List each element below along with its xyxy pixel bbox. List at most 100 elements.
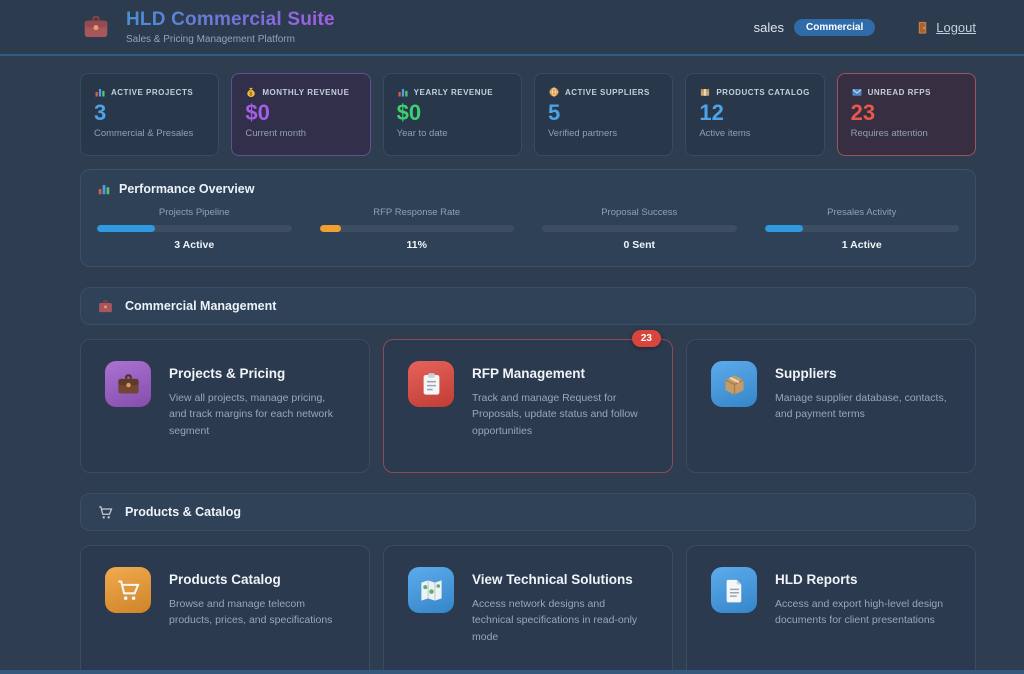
progress-track <box>97 225 292 232</box>
bar-chart-icon <box>97 182 111 196</box>
cart-icon <box>105 567 151 613</box>
package-icon <box>699 86 711 98</box>
rfp-count-badge: 23 <box>631 330 661 347</box>
door-icon <box>915 20 930 35</box>
metric-rfp-response-rate: RFP Response Rate 11% <box>319 207 514 251</box>
metric-label: Proposal Success <box>601 207 678 218</box>
stat-sub: Current month <box>245 128 307 140</box>
card-desc: Browse and manage telecom products, pric… <box>169 598 333 627</box>
card-title: Projects & Pricing <box>169 366 286 381</box>
stat-value: $0 <box>245 100 270 125</box>
card-desc: Manage supplier database, contacts, and … <box>775 392 947 421</box>
metric-presales-activity: Presales Activity 1 Active <box>764 207 959 251</box>
bottom-accent-strip <box>0 670 1024 674</box>
card-hld-reports[interactable]: HLD Reports Access and export high-level… <box>686 545 976 674</box>
logout-label: Logout <box>936 19 976 35</box>
metric-value: 0 Sent <box>623 239 655 251</box>
bar-chart-icon <box>397 86 409 98</box>
metric-value: 1 Active <box>841 239 882 251</box>
stat-value: 23 <box>850 100 876 125</box>
document-icon <box>711 567 757 613</box>
stat-label: ACTIVE PROJECTS <box>111 87 194 97</box>
card-desc: Track and manage Request for Proposals, … <box>472 392 638 437</box>
metric-projects-pipeline: Projects Pipeline 3 Active <box>97 207 292 251</box>
briefcase-icon <box>97 298 114 315</box>
stat-yearly-revenue[interactable]: YEARLY REVENUE $0 Year to date <box>382 73 522 156</box>
stat-sub: Requires attention <box>850 128 928 140</box>
card-title: Suppliers <box>775 366 837 381</box>
stat-products-catalog[interactable]: PRODUCTS CATALOG 12 Active items <box>685 73 825 156</box>
card-suppliers[interactable]: Suppliers Manage supplier database, cont… <box>686 339 976 473</box>
stat-label: PRODUCTS CATALOG <box>716 87 810 97</box>
section-commercial-management: Commercial Management <box>80 287 976 325</box>
card-projects-pricing[interactable]: Projects & Pricing View all projects, ma… <box>80 339 370 473</box>
card-title: HLD Reports <box>775 572 858 587</box>
stat-active-suppliers[interactable]: ACTIVE SUPPLIERS 5 Verified partners <box>533 73 674 156</box>
card-title: Products Catalog <box>169 572 281 587</box>
card-desc: Access and export high-level design docu… <box>775 598 944 627</box>
stat-sub: Verified partners <box>547 128 618 140</box>
card-products-catalog[interactable]: Products Catalog Browse and manage telec… <box>80 545 370 674</box>
user-area: sales Commercial Logout <box>753 18 976 36</box>
progress-track <box>764 225 959 232</box>
stat-monthly-revenue[interactable]: $ MONTHLY REVENUE $0 Current month <box>231 73 371 156</box>
card-rfp-management[interactable]: 23 RFP Management Track and manage Reque… <box>383 330 673 473</box>
briefcase-icon <box>105 361 151 407</box>
metric-label: Projects Pipeline <box>158 207 230 218</box>
stats-row: ACTIVE PROJECTS 3 Commercial & Presales … <box>80 73 976 156</box>
stat-value: 12 <box>699 100 724 125</box>
metric-value: 11% <box>406 239 427 251</box>
progress-fill <box>764 225 804 232</box>
card-view-technical-solutions[interactable]: View Technical Solutions Access network … <box>383 545 673 674</box>
card-title: View Technical Solutions <box>472 572 633 587</box>
section-title: Products & Catalog <box>125 505 241 519</box>
section-title: Commercial Management <box>125 299 277 313</box>
stat-label: MONTHLY REVENUE <box>262 87 350 97</box>
role-badge: Commercial <box>793 18 876 36</box>
stat-unread-rfps[interactable]: UNREAD RFPS 23 Requires attention <box>836 73 976 156</box>
progress-track <box>542 225 737 232</box>
mail-icon <box>851 86 863 98</box>
bar-chart-icon <box>94 86 106 98</box>
stat-label: YEARLY REVENUE <box>413 87 494 97</box>
brand-block: HLD Commercial Suite Sales & Pricing Man… <box>126 9 335 45</box>
username: sales <box>753 19 784 35</box>
metric-label: RFP Response Rate <box>373 207 461 218</box>
stat-value: 3 <box>94 100 107 125</box>
stat-label: UNREAD RFPS <box>867 87 931 97</box>
clipboard-icon <box>408 361 454 407</box>
app-header: HLD Commercial Suite Sales & Pricing Man… <box>0 0 1024 56</box>
money-bag-icon: $ <box>245 86 257 98</box>
metric-value: 3 Active <box>174 239 215 251</box>
card-desc: Access network designs and technical spe… <box>472 598 638 643</box>
svg-text:$: $ <box>250 91 253 97</box>
briefcase-icon <box>80 11 112 43</box>
stat-active-projects[interactable]: ACTIVE PROJECTS 3 Commercial & Presales <box>80 73 220 156</box>
stat-label: ACTIVE SUPPLIERS <box>564 87 650 97</box>
progress-fill <box>319 225 341 232</box>
stat-value: $0 <box>396 100 422 125</box>
logout-button[interactable]: Logout <box>915 20 976 35</box>
app-subtitle: Sales & Pricing Management Platform <box>126 34 295 45</box>
metric-label: Presales Activity <box>827 207 897 218</box>
commercial-cards: Projects & Pricing View all projects, ma… <box>80 330 976 473</box>
progress-fill <box>97 225 156 232</box>
metric-proposal-success: Proposal Success 0 Sent <box>542 207 737 251</box>
stat-sub: Active items <box>699 128 751 140</box>
stat-value: 5 <box>547 100 561 125</box>
performance-overview-panel: Performance Overview Projects Pipeline 3… <box>80 169 976 267</box>
stat-sub: Commercial & Presales <box>94 128 194 140</box>
metrics-grid: Projects Pipeline 3 Active RFP Response … <box>97 207 959 251</box>
package-icon <box>711 361 757 407</box>
map-icon <box>408 567 454 613</box>
stat-sub: Year to date <box>396 128 448 140</box>
progress-track <box>319 225 514 232</box>
app-title: HLD Commercial Suite <box>126 9 335 30</box>
globe-icon <box>548 86 560 98</box>
card-desc: View all projects, manage pricing, and t… <box>169 392 333 437</box>
card-title: RFP Management <box>472 366 586 381</box>
cart-icon <box>97 504 114 521</box>
catalog-cards: Products Catalog Browse and manage telec… <box>80 545 976 674</box>
panel-title: Performance Overview <box>119 182 255 196</box>
section-products-catalog: Products & Catalog <box>80 493 976 531</box>
